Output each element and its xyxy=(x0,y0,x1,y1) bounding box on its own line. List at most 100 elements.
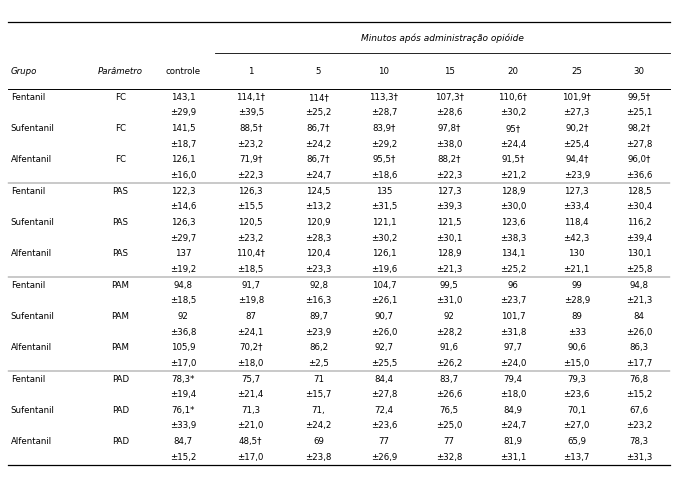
Text: 88,5†: 88,5† xyxy=(239,124,262,133)
Text: 128,5: 128,5 xyxy=(627,187,652,196)
Text: ±26,6: ±26,6 xyxy=(436,390,462,399)
Text: 120,9: 120,9 xyxy=(306,218,331,227)
Text: 96: 96 xyxy=(508,281,519,290)
Text: 134,1: 134,1 xyxy=(500,249,525,258)
Text: ±31,1: ±31,1 xyxy=(500,453,526,462)
Text: 105,9: 105,9 xyxy=(171,343,195,352)
Text: ±21,0: ±21,0 xyxy=(237,421,264,431)
Text: 90,7: 90,7 xyxy=(374,312,393,321)
Text: ±19,2: ±19,2 xyxy=(170,265,196,274)
Text: ±24,0: ±24,0 xyxy=(500,359,526,368)
Text: ±25,2: ±25,2 xyxy=(305,109,332,117)
Text: ±15,5: ±15,5 xyxy=(237,203,264,211)
Text: ±30,2: ±30,2 xyxy=(500,109,526,117)
Text: 99,5†: 99,5† xyxy=(628,93,651,102)
Text: 15: 15 xyxy=(444,67,455,75)
Text: ±18,0: ±18,0 xyxy=(237,359,264,368)
Text: 126,1: 126,1 xyxy=(372,249,396,258)
Text: 78,3*: 78,3* xyxy=(172,375,195,383)
Text: ±29,9: ±29,9 xyxy=(170,109,196,117)
Text: ±19,8: ±19,8 xyxy=(238,296,264,305)
Text: ±25,5: ±25,5 xyxy=(371,359,397,368)
Text: 81,9: 81,9 xyxy=(504,437,523,446)
Text: ±23,6: ±23,6 xyxy=(563,390,590,399)
Text: 79,3: 79,3 xyxy=(567,375,586,383)
Text: ±23,3: ±23,3 xyxy=(305,265,332,274)
Text: 90,6: 90,6 xyxy=(567,343,586,352)
Text: 75,7: 75,7 xyxy=(241,375,260,383)
Text: 30: 30 xyxy=(634,67,645,75)
Text: controle: controle xyxy=(165,67,201,75)
Text: FC: FC xyxy=(115,124,126,133)
Text: Alfentanil: Alfentanil xyxy=(11,249,52,258)
Text: ±28,7: ±28,7 xyxy=(371,109,397,117)
Text: ±33: ±33 xyxy=(567,328,586,337)
Text: 114,1†: 114,1† xyxy=(236,93,265,102)
Text: 122,3: 122,3 xyxy=(171,187,195,196)
Text: ±2,5: ±2,5 xyxy=(308,359,329,368)
Text: Sufentanil: Sufentanil xyxy=(11,406,55,415)
Text: ±19,4: ±19,4 xyxy=(170,390,196,399)
Text: ±31,5: ±31,5 xyxy=(371,203,397,211)
Text: ±24,4: ±24,4 xyxy=(500,140,526,149)
Text: 76,8: 76,8 xyxy=(630,375,649,383)
Text: 71,3: 71,3 xyxy=(241,406,260,415)
Text: ±39,3: ±39,3 xyxy=(436,203,462,211)
Text: ±21,2: ±21,2 xyxy=(500,171,526,180)
Text: ±14,6: ±14,6 xyxy=(170,203,196,211)
Text: ±22,3: ±22,3 xyxy=(436,171,462,180)
Text: ±30,4: ±30,4 xyxy=(626,203,652,211)
Text: Fentanil: Fentanil xyxy=(11,187,45,196)
Text: 70,2†: 70,2† xyxy=(239,343,262,352)
Text: 110,4†: 110,4† xyxy=(236,249,265,258)
Text: ±28,9: ±28,9 xyxy=(563,296,590,305)
Text: ±17,7: ±17,7 xyxy=(626,359,652,368)
Text: 86,3: 86,3 xyxy=(630,343,649,352)
Text: 126,1: 126,1 xyxy=(171,155,195,165)
Text: 92,8: 92,8 xyxy=(309,281,328,290)
Text: Sufentanil: Sufentanil xyxy=(11,312,55,321)
Text: 71,9†: 71,9† xyxy=(239,155,262,165)
Text: 120,5: 120,5 xyxy=(239,218,263,227)
Text: 127,3: 127,3 xyxy=(437,187,462,196)
Text: ±38,0: ±38,0 xyxy=(436,140,462,149)
Text: 126,3: 126,3 xyxy=(239,187,263,196)
Text: 96,0†: 96,0† xyxy=(628,155,651,165)
Text: 67,6: 67,6 xyxy=(630,406,649,415)
Text: ±39,5: ±39,5 xyxy=(238,109,264,117)
Text: 94,8: 94,8 xyxy=(174,281,193,290)
Text: Fentanil: Fentanil xyxy=(11,93,45,102)
Text: Alfentanil: Alfentanil xyxy=(11,437,52,446)
Text: 107,3†: 107,3† xyxy=(435,93,464,102)
Text: 116,2: 116,2 xyxy=(627,218,652,227)
Text: PAD: PAD xyxy=(112,375,129,383)
Text: ±29,2: ±29,2 xyxy=(371,140,397,149)
Text: 120,4: 120,4 xyxy=(306,249,331,258)
Text: 76,1*: 76,1* xyxy=(172,406,195,415)
Text: PAS: PAS xyxy=(113,218,128,227)
Text: 83,7: 83,7 xyxy=(440,375,459,383)
Text: ±28,2: ±28,2 xyxy=(436,328,462,337)
Text: 77: 77 xyxy=(444,437,455,446)
Text: ±24,2: ±24,2 xyxy=(305,421,332,431)
Text: 76,5: 76,5 xyxy=(440,406,459,415)
Text: ±27,3: ±27,3 xyxy=(563,109,590,117)
Text: ±36,8: ±36,8 xyxy=(170,328,196,337)
Text: ±18,5: ±18,5 xyxy=(170,296,196,305)
Text: ±36,6: ±36,6 xyxy=(626,171,652,180)
Text: 84,7: 84,7 xyxy=(174,437,193,446)
Text: 110,6†: 110,6† xyxy=(498,93,527,102)
Text: ±32,8: ±32,8 xyxy=(436,453,462,462)
Text: ±23,2: ±23,2 xyxy=(626,421,652,431)
Text: 70,1: 70,1 xyxy=(567,406,586,415)
Text: ±15,2: ±15,2 xyxy=(626,390,652,399)
Text: 127,3: 127,3 xyxy=(564,187,589,196)
Text: ±18,6: ±18,6 xyxy=(371,171,397,180)
Text: 84,4: 84,4 xyxy=(374,375,393,383)
Text: ±26,2: ±26,2 xyxy=(436,359,462,368)
Text: 104,7: 104,7 xyxy=(372,281,396,290)
Text: ±15,2: ±15,2 xyxy=(170,453,196,462)
Text: 48,5†: 48,5† xyxy=(239,437,262,446)
Text: 84,9: 84,9 xyxy=(504,406,523,415)
Text: ±27,8: ±27,8 xyxy=(371,390,397,399)
